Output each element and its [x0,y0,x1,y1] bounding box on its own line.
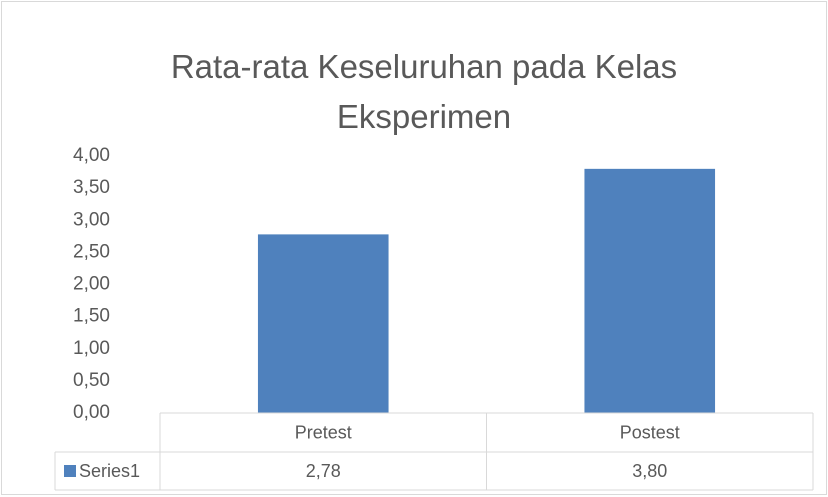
table-value: 3,80 [632,461,667,481]
y-tick-label: 3,50 [73,177,110,198]
legend-label: Series1 [79,461,140,481]
chart-title: Rata-rata Keseluruhan pada Kelas Eksperi… [170,48,678,135]
table-value: 2,78 [306,461,341,481]
y-tick-label: 1,00 [73,338,110,359]
y-tick-label: 2,00 [73,274,110,295]
bar [257,234,389,413]
y-tick-label: 2,50 [73,241,110,262]
y-tick-label: 4,00 [73,145,110,166]
y-tick-label: 3,00 [73,209,110,230]
y-tick-label: 0,00 [73,402,110,423]
bar [584,168,716,413]
y-tick-label: 0,50 [73,370,110,391]
legend-key [64,465,76,477]
y-tick-label: 1,50 [73,306,110,327]
x-tick-label: Postest [620,422,680,442]
x-tick-label: Pretest [295,422,352,442]
